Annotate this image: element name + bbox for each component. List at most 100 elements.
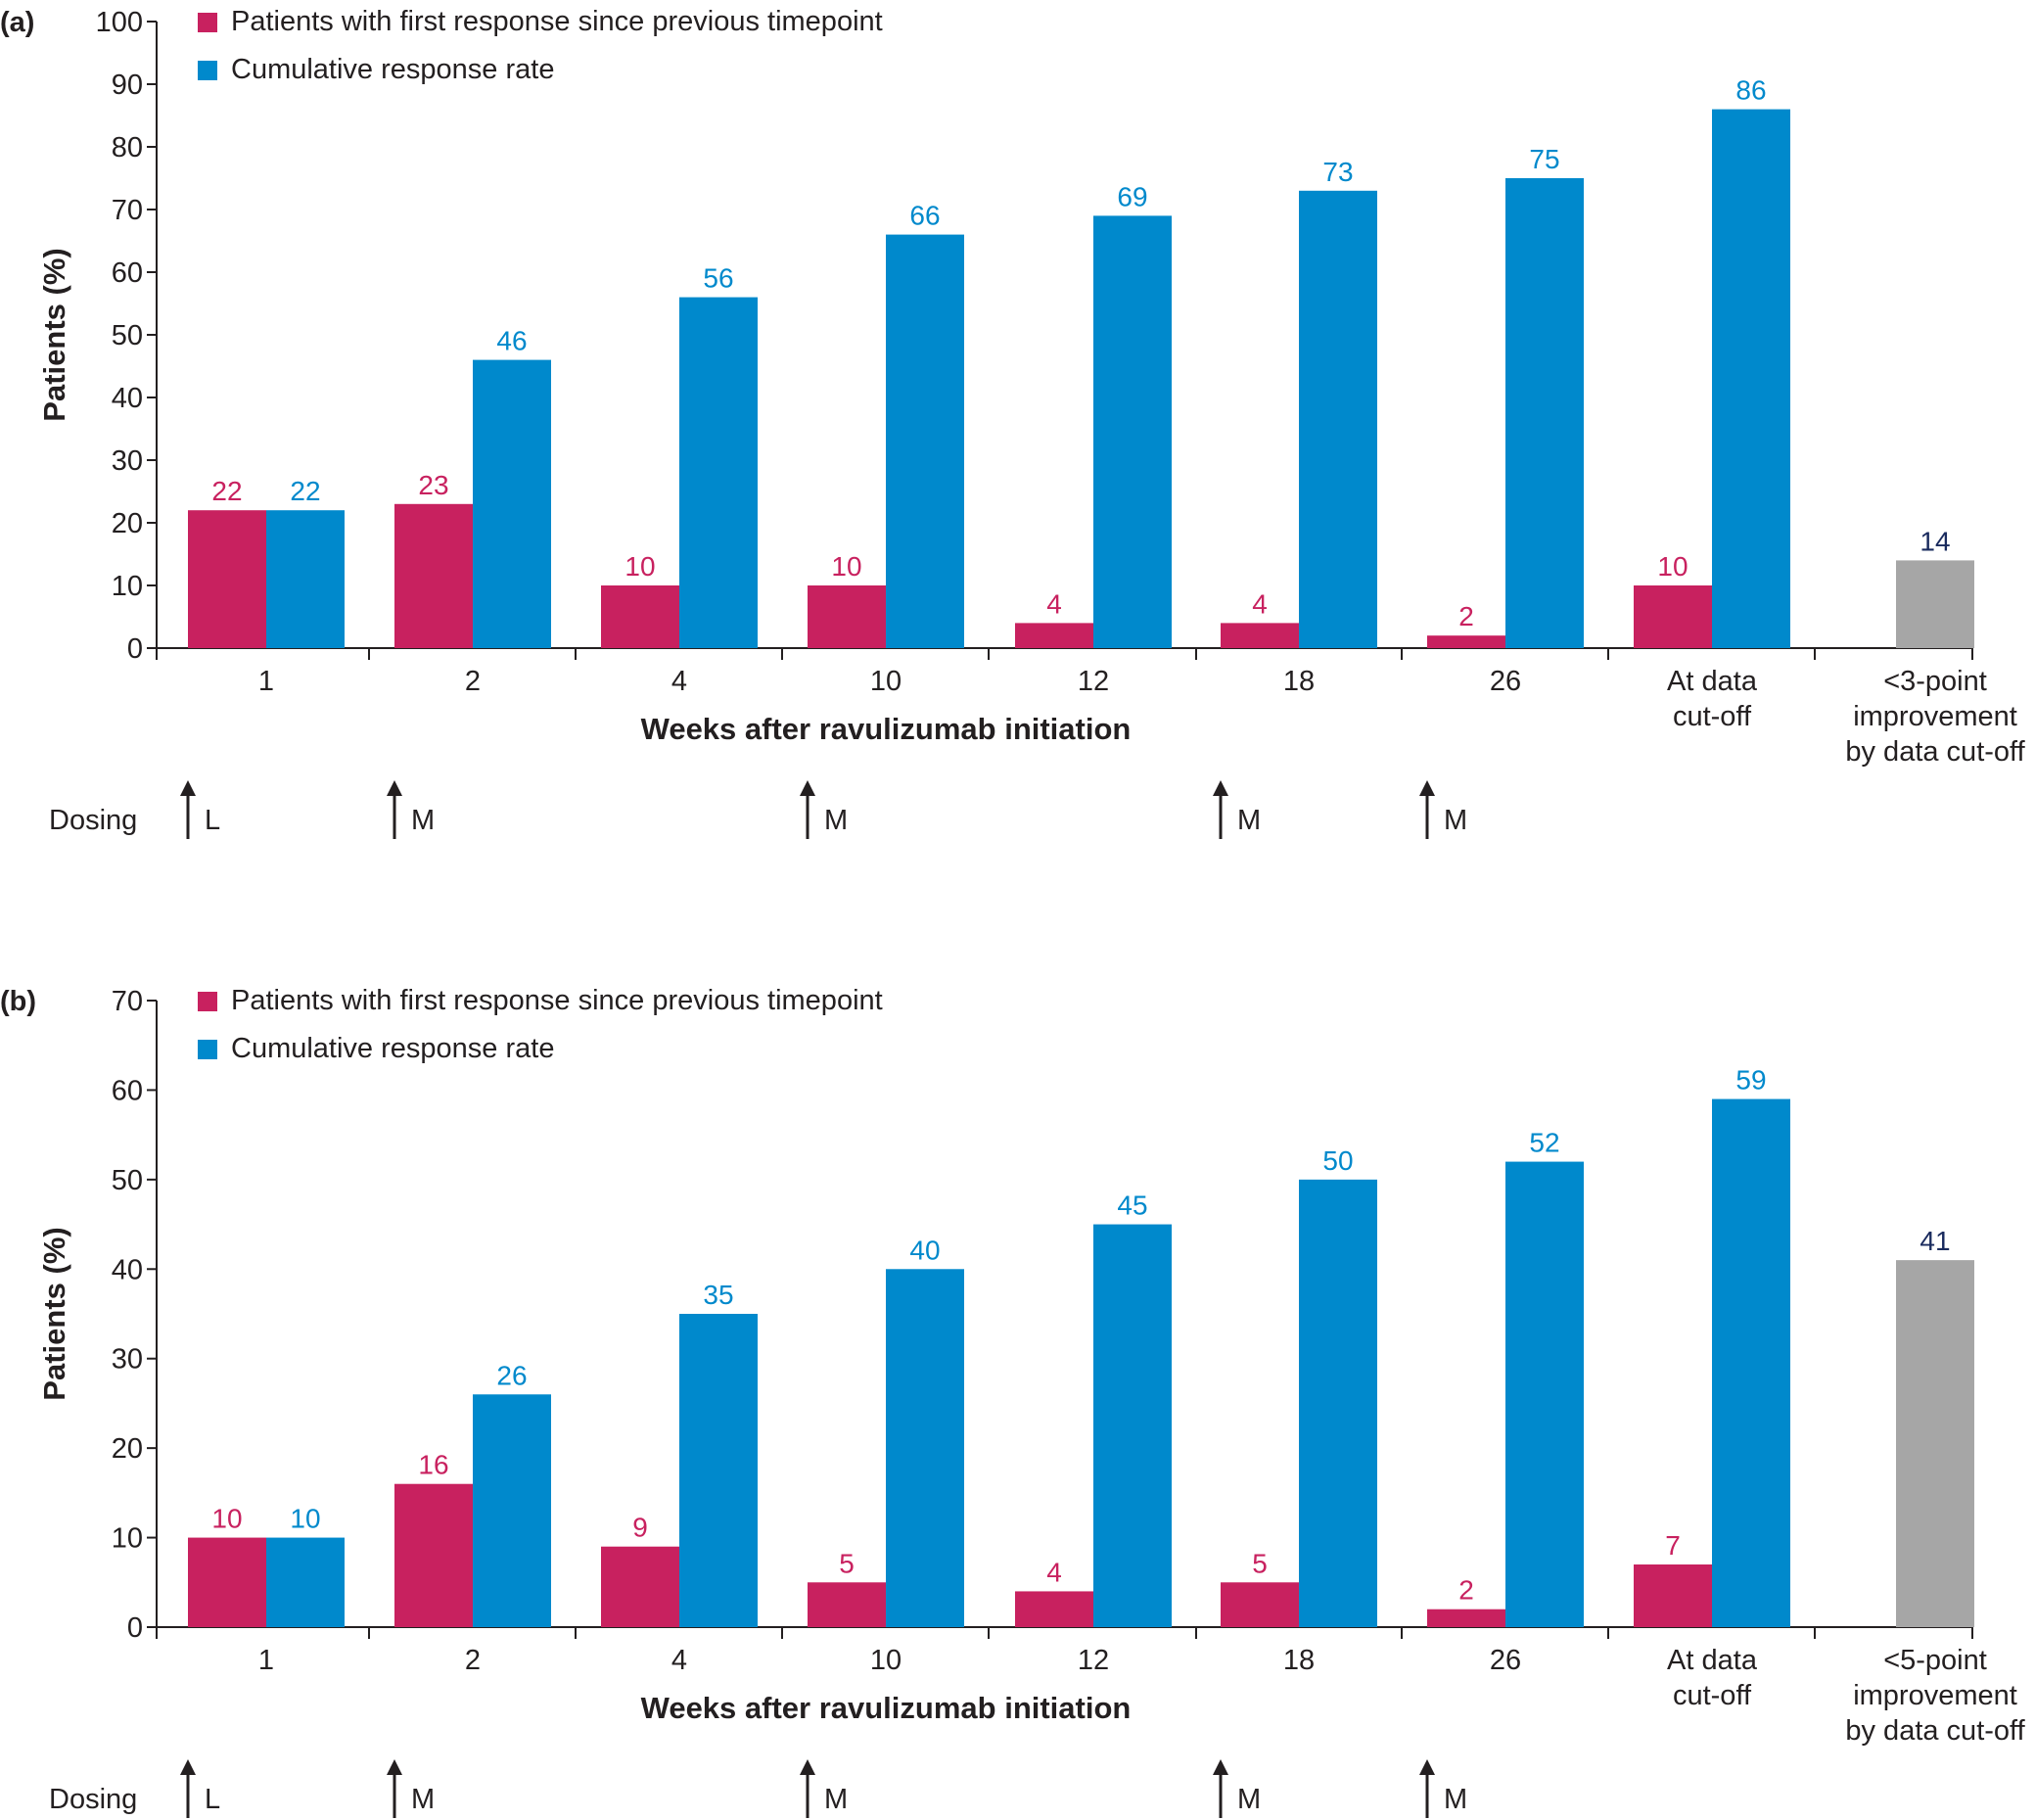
x-tick-label-threshold: improvement — [1853, 701, 2017, 732]
legend-swatch — [198, 61, 217, 80]
dosing-mark-label: M — [1237, 805, 1261, 836]
x-tick-label: cut-off — [1673, 1680, 1752, 1711]
bar-cumulative — [266, 1537, 345, 1627]
data-label-cumulative: 73 — [1322, 157, 1353, 187]
data-label-first-response: 10 — [211, 1504, 242, 1534]
bar-first-response — [394, 1483, 473, 1627]
x-axis-label: Weeks after ravulizumab initiation — [641, 712, 1132, 746]
bar-first-response — [1015, 1591, 1093, 1627]
bar-cumulative — [1299, 190, 1377, 649]
bar-first-response — [1634, 1564, 1712, 1627]
data-label-cumulative: 56 — [703, 263, 733, 294]
dosing-mark-label: M — [824, 805, 848, 836]
bar-cumulative — [679, 297, 758, 648]
bar-threshold — [1896, 1260, 1974, 1627]
legend-label: Cumulative response rate — [231, 54, 554, 85]
dosing-arrowhead-icon — [180, 780, 196, 796]
data-label-cumulative: 35 — [703, 1280, 733, 1310]
data-label-first-response: 9 — [632, 1513, 648, 1543]
dosing-mark-label: M — [1237, 1784, 1261, 1815]
bar-cumulative — [1093, 215, 1172, 648]
data-label-first-response: 4 — [1252, 588, 1268, 619]
data-label-cumulative: 45 — [1117, 1190, 1147, 1221]
y-tick-label: 50 — [112, 320, 143, 351]
data-label-first-response: 7 — [1665, 1530, 1681, 1561]
dosing-label: Dosing — [49, 805, 137, 836]
data-label-first-response: 2 — [1458, 601, 1474, 631]
x-axis-label: Weeks after ravulizumab initiation — [641, 1691, 1132, 1725]
x-tick-label: 18 — [1283, 1645, 1315, 1676]
x-tick-label: 4 — [671, 666, 687, 697]
data-label-cumulative: 22 — [290, 476, 320, 506]
y-tick-label: 60 — [112, 257, 143, 289]
bar-cumulative — [266, 510, 345, 648]
x-tick-label: 12 — [1078, 1645, 1109, 1676]
legend-swatch — [198, 992, 217, 1011]
data-label-first-response: 4 — [1046, 1557, 1062, 1587]
data-label-cumulative: 69 — [1117, 181, 1147, 211]
bar-cumulative — [1299, 1179, 1377, 1627]
data-label-first-response: 10 — [624, 551, 655, 582]
y-tick-label: 30 — [112, 445, 143, 477]
x-tick-label: 2 — [465, 1645, 481, 1676]
y-tick-label: 70 — [112, 195, 143, 226]
data-label-cumulative: 46 — [496, 326, 527, 356]
data-label-cumulative: 75 — [1529, 144, 1559, 174]
dosing-arrowhead-icon — [800, 1759, 815, 1775]
bar-cumulative — [886, 1269, 964, 1627]
x-tick-label-threshold: by data cut-off — [1845, 736, 2025, 768]
data-label-cumulative: 66 — [909, 201, 940, 231]
y-tick-label: 40 — [112, 1254, 143, 1285]
bar-first-response — [188, 1537, 266, 1627]
y-tick-label: 10 — [112, 1523, 143, 1555]
legend-label: Patients with first response since previ… — [231, 6, 883, 37]
bar-threshold — [1896, 560, 1974, 648]
y-axis-label: Patients (%) — [37, 1227, 71, 1400]
bar-first-response — [601, 585, 679, 648]
y-tick-label: 40 — [112, 383, 143, 414]
dosing-arrowhead-icon — [800, 780, 815, 796]
data-label-cumulative: 52 — [1529, 1128, 1559, 1158]
bar-first-response — [394, 503, 473, 648]
dosing-mark-label: M — [411, 1784, 435, 1815]
dosing-arrowhead-icon — [180, 1759, 196, 1775]
dosing-mark-label: L — [205, 1784, 220, 1815]
bar-cumulative — [1712, 1098, 1790, 1627]
panel-label: (a) — [0, 7, 34, 38]
bar-cumulative — [1505, 178, 1584, 648]
data-label-cumulative: 86 — [1735, 75, 1766, 106]
data-label-threshold: 41 — [1919, 1226, 1950, 1256]
dosing-arrowhead-icon — [387, 780, 402, 796]
legend-label: Patients with first response since previ… — [231, 985, 883, 1016]
dosing-arrowhead-icon — [1213, 780, 1228, 796]
y-tick-label: 50 — [112, 1165, 143, 1196]
panel-label: (b) — [0, 986, 36, 1017]
x-tick-label: 26 — [1490, 666, 1521, 697]
dosing-mark-label: M — [824, 1784, 848, 1815]
x-tick-label: 26 — [1490, 1645, 1521, 1676]
data-label-cumulative: 59 — [1735, 1065, 1766, 1096]
y-tick-label: 100 — [96, 7, 143, 38]
x-tick-label: At data — [1667, 666, 1758, 697]
bar-first-response — [1634, 585, 1712, 648]
y-tick-label: 80 — [112, 132, 143, 163]
data-label-threshold: 14 — [1919, 526, 1950, 556]
data-label-cumulative: 26 — [496, 1360, 527, 1390]
x-tick-label: 10 — [870, 1645, 902, 1676]
data-label-first-response: 10 — [1657, 551, 1688, 582]
legend-swatch — [198, 13, 217, 32]
data-label-cumulative: 50 — [1322, 1145, 1353, 1176]
dosing-arrowhead-icon — [1419, 780, 1435, 796]
dosing-arrowhead-icon — [1419, 1759, 1435, 1775]
y-tick-label: 0 — [127, 1612, 143, 1644]
bar-cumulative — [886, 234, 964, 648]
bar-cumulative — [1505, 1161, 1584, 1627]
bar-cumulative — [473, 1394, 551, 1627]
bar-cumulative — [1093, 1224, 1172, 1627]
legend-label: Cumulative response rate — [231, 1033, 554, 1064]
x-tick-label: 12 — [1078, 666, 1109, 697]
dosing-mark-label: M — [1444, 1784, 1467, 1815]
